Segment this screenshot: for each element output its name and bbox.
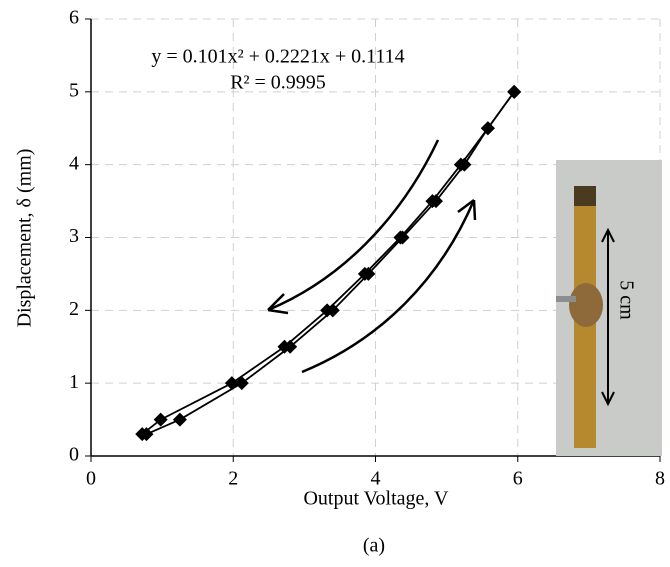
y-tick-label: 1 <box>69 371 79 393</box>
marker <box>153 412 168 427</box>
x-tick-label: 2 <box>228 468 238 490</box>
marker <box>325 303 340 318</box>
y-axis-label: Displacement, δ (mm) <box>14 149 36 328</box>
marker <box>234 376 249 391</box>
arrow-unloading-head <box>267 293 289 315</box>
y-tick-label: 4 <box>69 152 79 174</box>
marker <box>428 194 443 209</box>
inset-photo: 5 cm <box>556 160 662 456</box>
caption: (a) <box>363 535 385 557</box>
inset-label: 5 cm <box>615 280 637 320</box>
y-tick-label: 5 <box>69 79 79 101</box>
photo-wire <box>556 296 576 302</box>
x-tick-label: 0 <box>86 468 96 490</box>
marker <box>139 427 154 442</box>
y-tick-label: 3 <box>69 225 79 247</box>
scale-arrowheads <box>601 227 615 407</box>
x-axis-label: Output Voltage, V <box>303 488 449 510</box>
marker <box>395 230 410 245</box>
x-tick-label: 8 <box>655 468 665 490</box>
arrow-loading-head <box>457 199 477 221</box>
arrow-loading <box>301 199 476 374</box>
direction-arrows <box>267 139 477 374</box>
marker <box>172 412 187 427</box>
marker <box>361 266 376 281</box>
marker <box>480 121 495 136</box>
x-tick-label: 4 <box>371 468 381 490</box>
photo-strip-top <box>574 186 596 206</box>
arrow-unloading <box>267 139 440 312</box>
marker <box>457 157 472 172</box>
marker <box>507 84 522 99</box>
y-tick-label: 6 <box>69 7 79 29</box>
marker <box>283 339 298 354</box>
y-tick-label: 0 <box>69 444 79 466</box>
r-squared: R² = 0.9995 <box>230 72 326 94</box>
y-tick-label: 2 <box>69 298 79 320</box>
photo-joint <box>569 283 603 327</box>
x-tick-label: 6 <box>513 468 523 490</box>
equation: y = 0.101x² + 0.2221x + 0.1114 <box>151 46 404 68</box>
